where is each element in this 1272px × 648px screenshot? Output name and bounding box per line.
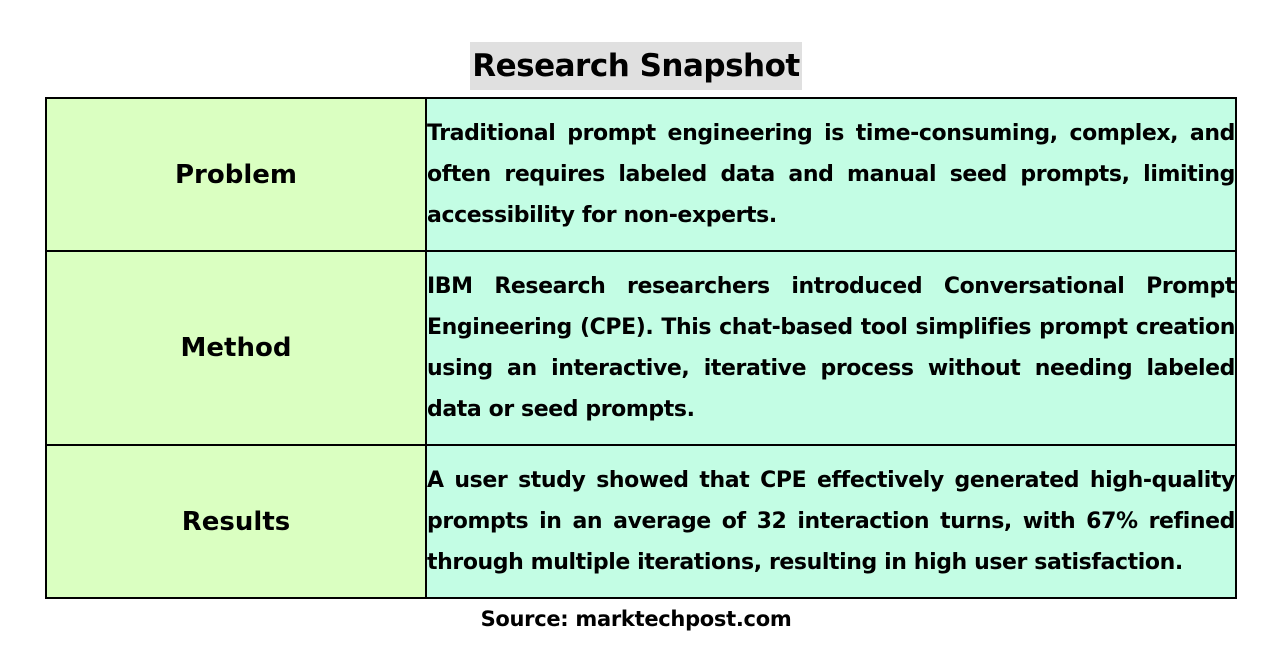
page-title: Research Snapshot — [470, 42, 802, 90]
table-row-problem: Problem Traditional prompt engineering i… — [45, 97, 1237, 252]
table-row-results: Results A user study showed that CPE eff… — [45, 444, 1237, 599]
row-label-method: Method — [45, 250, 427, 446]
table-row-method: Method IBM Research researchers introduc… — [45, 250, 1237, 446]
row-text-results: A user study showed that CPE effectively… — [425, 444, 1237, 599]
row-label-results: Results — [45, 444, 427, 599]
source-caption: Source: marktechpost.com — [480, 607, 792, 631]
research-snapshot-table: Problem Traditional prompt engineering i… — [45, 97, 1237, 599]
row-label-problem: Problem — [45, 97, 427, 252]
row-text-problem: Traditional prompt engineering is time-c… — [425, 97, 1237, 252]
row-text-method: IBM Research researchers introduced Conv… — [425, 250, 1237, 446]
title-container: Research Snapshot — [0, 42, 1272, 90]
